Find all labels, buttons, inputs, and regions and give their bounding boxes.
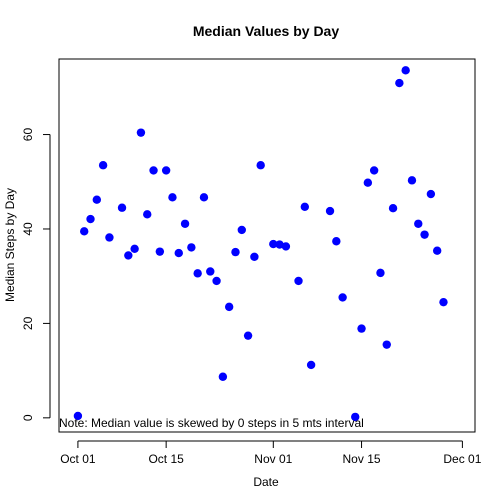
data-point [250,252,259,262]
data-points [73,66,448,422]
data-point [143,210,152,219]
x-axis: Oct 01 Oct 15 Nov 01 Nov 15 Dec 01 [60,440,482,466]
data-point [395,78,404,88]
data-point [338,293,347,302]
data-point [92,195,102,204]
data-point [187,243,196,252]
data-point [432,246,442,255]
data-point [161,166,171,175]
y-axis: 0 20 40 60 [21,128,51,421]
data-point [130,244,139,254]
x-tick-label: Nov 15 [343,452,381,466]
data-point [256,161,265,170]
data-point [357,324,366,333]
x-tick-label: Oct 01 [60,452,96,466]
data-point [269,239,278,249]
data-point [426,189,436,199]
data-point [363,178,373,187]
data-point [149,166,158,175]
data-point [407,176,417,185]
y-tick-label: 60 [21,128,35,142]
data-point [420,230,429,239]
x-tick-label: Oct 15 [148,452,184,466]
data-point [439,297,448,307]
y-tick-label: 0 [21,414,35,421]
skew-annotation: Note: Median value is skewed by 0 steps … [59,416,364,430]
data-point [174,248,183,258]
plot-frame [58,58,476,433]
data-point [351,412,360,422]
data-point [332,237,341,246]
data-point [294,276,303,286]
data-point [275,240,284,249]
y-axis-label: Median Steps by Day [3,188,17,302]
data-point [86,214,95,224]
data-point [414,219,423,228]
data-point [212,276,221,286]
data-point [80,227,89,236]
data-point [193,269,202,278]
data-point [224,302,234,312]
data-point [73,411,83,421]
data-point [382,340,391,349]
x-tick-label: Dec 01 [443,452,481,466]
y-tick-label: 20 [21,316,35,330]
data-point [168,193,177,202]
data-point [243,331,253,340]
data-point [206,267,215,276]
data-point [325,206,335,216]
data-point [237,225,246,235]
data-point [105,233,114,242]
data-point [136,128,146,137]
data-point [306,360,316,370]
data-point [98,161,108,170]
data-point [155,247,165,256]
data-point [117,203,127,212]
data-point [124,251,133,260]
data-point [300,202,310,211]
data-point [199,193,209,202]
data-point [231,247,240,257]
data-point [388,204,398,213]
data-point [281,242,291,251]
x-axis-label: Date [253,475,279,489]
y-tick-label: 40 [21,222,35,236]
data-point [401,66,410,75]
data-point [218,372,228,381]
data-point [376,268,385,278]
data-point [369,166,379,175]
chart-title: Median Values by Day [193,23,339,39]
data-point [180,219,190,228]
x-tick-label: Nov 01 [254,452,292,466]
